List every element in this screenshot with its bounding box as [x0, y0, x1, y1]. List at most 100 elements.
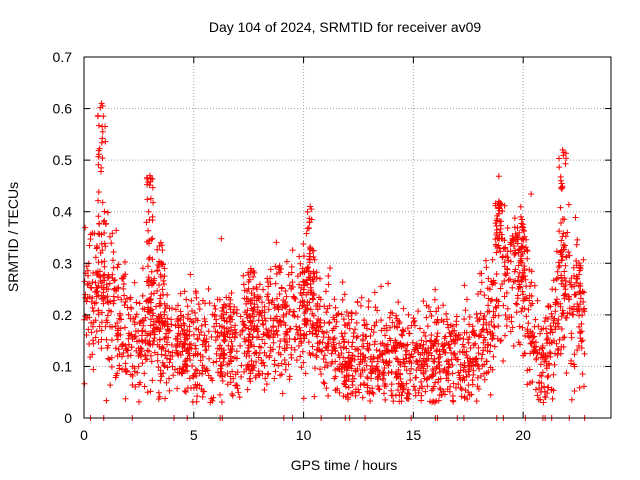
data-point: [303, 230, 310, 237]
data-point: [151, 290, 158, 297]
data-point: [282, 330, 289, 337]
data-point: [341, 291, 348, 298]
data-point: [576, 271, 583, 278]
data-point: [84, 281, 91, 288]
data-point: [516, 323, 523, 330]
data-point: [121, 302, 128, 309]
x-tick-label: 20: [515, 427, 531, 443]
data-point: [112, 323, 119, 330]
data-point: [547, 322, 554, 329]
data-point: [434, 333, 441, 340]
data-point: [127, 315, 134, 322]
data-point: [114, 336, 121, 343]
x-tick-label: 0: [80, 427, 88, 443]
data-point: [249, 310, 256, 317]
data-point: [179, 348, 186, 355]
data-point: [358, 294, 365, 301]
data-point: [138, 332, 145, 339]
data-point: [345, 396, 352, 403]
data-point: [192, 288, 199, 295]
data-point: [273, 239, 280, 246]
data-point: [568, 283, 575, 290]
data-point: [93, 299, 100, 306]
data-point: [142, 356, 149, 363]
data-point: [149, 312, 156, 319]
data-point: [469, 328, 476, 335]
data-point: [87, 236, 94, 243]
data-point: [265, 297, 272, 304]
data-point: [357, 370, 364, 377]
data-point: [317, 275, 324, 282]
data-point: [304, 208, 311, 215]
data-point: [427, 308, 434, 315]
data-point: [101, 271, 108, 278]
data-point: [554, 275, 561, 282]
data-point: [493, 223, 500, 230]
data-point: [251, 364, 258, 371]
data-point: [524, 328, 531, 335]
data-point: [492, 303, 499, 310]
data-point: [217, 342, 224, 349]
data-point: [273, 328, 280, 335]
data-point: [489, 256, 496, 263]
data-point: [88, 329, 95, 336]
data-point: [282, 288, 289, 295]
data-point: [365, 304, 372, 311]
data-point: [285, 361, 292, 368]
data-point: [263, 381, 270, 388]
data-point: [245, 344, 252, 351]
data-point: [408, 365, 415, 372]
data-point: [321, 380, 328, 387]
data-point: [214, 296, 221, 303]
data-point: [106, 323, 113, 330]
data-point: [398, 380, 405, 387]
data-point: [196, 305, 203, 312]
data-point: [408, 351, 415, 358]
data-point: [261, 340, 268, 347]
data-point: [485, 302, 492, 309]
data-point: [142, 328, 149, 335]
data-point: [501, 293, 508, 300]
data-point: [200, 337, 207, 344]
data-point: [166, 359, 173, 366]
data-point: [443, 316, 450, 323]
data-point: [305, 268, 312, 275]
data-point: [120, 285, 127, 292]
data-point: [389, 310, 396, 317]
data-point: [446, 388, 453, 395]
data-point: [544, 374, 551, 381]
data-point: [302, 370, 309, 377]
y-tick-label: 0.5: [53, 152, 73, 168]
data-point: [557, 184, 564, 191]
data-point: [183, 296, 190, 303]
data-point: [367, 398, 374, 405]
data-point: [230, 309, 237, 316]
data-point: [518, 308, 525, 315]
data-point: [119, 340, 126, 347]
data-point: [264, 275, 271, 282]
data-point: [406, 330, 413, 337]
data-point: [208, 334, 215, 341]
data-point: [497, 226, 504, 233]
data-point: [247, 378, 254, 385]
data-point: [524, 255, 531, 262]
data-point: [150, 199, 157, 206]
data-point: [440, 318, 447, 325]
data-point: [477, 332, 484, 339]
data-point: [155, 364, 162, 371]
data-point: [428, 331, 435, 338]
data-point: [140, 322, 147, 329]
data-point: [131, 321, 138, 328]
data-point: [416, 365, 423, 372]
data-point: [99, 247, 106, 254]
data-point: [570, 311, 577, 318]
data-point: [151, 337, 158, 344]
data-point: [95, 112, 102, 119]
data-point: [413, 342, 420, 349]
data-point: [375, 373, 382, 380]
data-point: [444, 321, 451, 328]
data-point: [161, 265, 168, 272]
data-point: [572, 214, 579, 221]
data-point: [241, 335, 248, 342]
data-point: [315, 316, 322, 323]
